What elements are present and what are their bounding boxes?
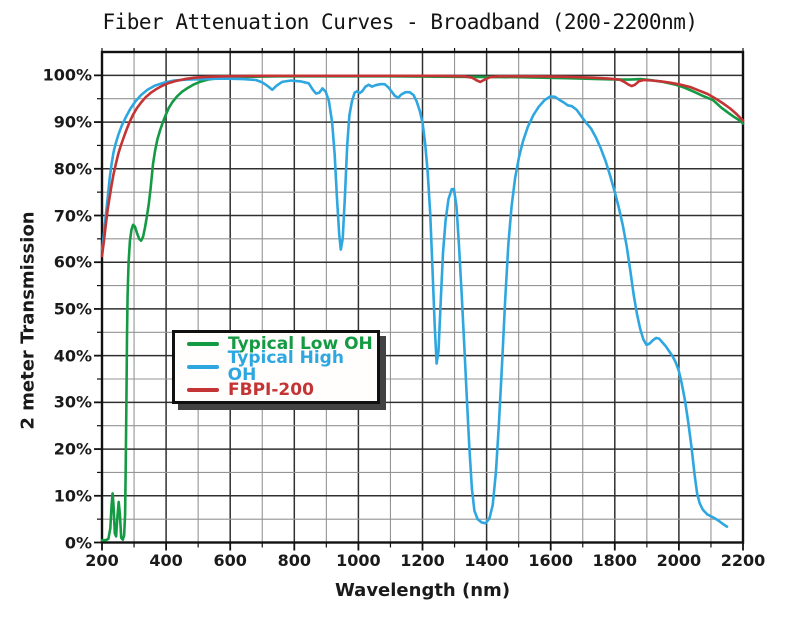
y-tick-label: 70% — [53, 206, 92, 225]
x-tick-label: 1400 — [464, 551, 509, 570]
y-tick-label: 90% — [53, 112, 92, 132]
x-tick-label: 400 — [149, 551, 183, 570]
x-tick-label: 1200 — [400, 551, 445, 570]
y-tick-label: 100% — [42, 65, 92, 85]
x-axis-title: Wavelength (nm) — [334, 580, 511, 601]
legend-label-high-oh: Typical High OH — [227, 348, 344, 385]
legend-item-high-oh: Typical High OH — [187, 350, 377, 384]
legend-item-low-oh: Typical Low OH — [187, 333, 377, 355]
x-tick-label: 800 — [277, 551, 311, 570]
y-axis-title: 2 meter Transmission — [17, 211, 39, 430]
series-line-typical-high-oh — [100, 77, 729, 528]
y-tick-label: 80% — [53, 159, 92, 179]
x-tick-label: 1600 — [528, 551, 573, 570]
y-tick-label: 50% — [53, 299, 92, 319]
y-tick-label: 0% — [64, 533, 92, 552]
y-tick-label: 10% — [53, 486, 92, 506]
series-line-fbpi-200 — [100, 74, 745, 258]
x-tick-label: 1800 — [592, 551, 638, 570]
x-tick-label: 2200 — [720, 551, 766, 570]
legend-label-fbpi-200: FBPI-200 — [228, 379, 314, 400]
x-tick-label: 2000 — [656, 551, 702, 570]
legend-swatch-low-oh — [187, 342, 219, 346]
y-tick-label: 40% — [53, 346, 92, 366]
legend-swatch-fbpi-200 — [187, 388, 219, 392]
legend-label-low-oh: Typical Low OH — [228, 333, 373, 354]
legend-item-fbpi-200: FBPI-200 — [187, 379, 377, 401]
legend-swatch-high-oh — [187, 365, 219, 369]
chart-title: Fiber Attenuation Curves - Broadband (20… — [102, 10, 698, 34]
legend: Typical Low OH Typical High OH FBPI-200 — [172, 330, 380, 404]
x-tick-label: 200 — [85, 551, 119, 570]
x-tick-label: 600 — [213, 551, 247, 570]
y-tick-label: 20% — [53, 439, 92, 459]
y-tick-label: 30% — [53, 392, 92, 412]
x-tick-label: 1000 — [336, 551, 381, 570]
y-tick-label: 60% — [53, 252, 92, 272]
